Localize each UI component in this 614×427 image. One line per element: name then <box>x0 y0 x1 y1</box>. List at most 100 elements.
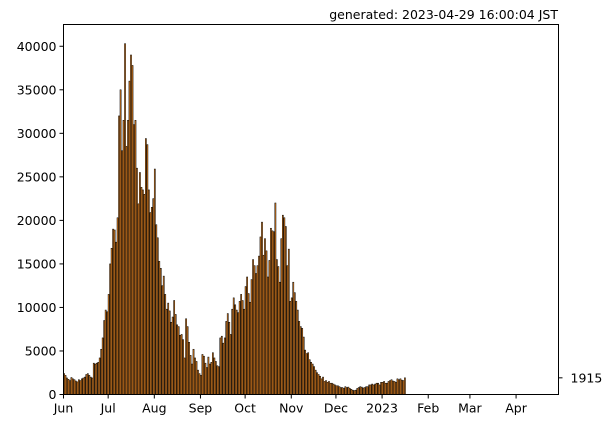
bar <box>174 314 177 395</box>
bar <box>159 268 162 395</box>
bar <box>340 387 342 395</box>
bar <box>396 378 399 395</box>
bar <box>323 381 326 395</box>
x-tick-label: Nov <box>279 401 304 416</box>
bar <box>301 328 304 395</box>
y-tick-label: 15000 <box>17 256 57 271</box>
bar <box>313 366 315 395</box>
bar <box>139 172 141 395</box>
bar <box>328 381 330 395</box>
bar <box>380 382 382 395</box>
bar <box>134 120 137 395</box>
x-tick-label: Sep <box>189 401 213 416</box>
bar <box>404 377 406 395</box>
bar <box>206 367 208 395</box>
bar <box>136 167 138 395</box>
bar <box>293 292 296 395</box>
bar <box>363 387 366 395</box>
bar <box>69 380 71 395</box>
bar <box>210 362 213 395</box>
bar <box>192 348 195 395</box>
bar <box>398 379 400 395</box>
bar <box>383 381 385 395</box>
bar <box>145 138 147 395</box>
bar <box>100 348 103 395</box>
bar <box>103 320 106 395</box>
bar <box>167 302 170 395</box>
x-tick-label: 2023 <box>366 401 398 416</box>
bar <box>67 379 70 395</box>
bar <box>158 261 161 395</box>
bar <box>273 231 275 395</box>
x-tick-label: Dec <box>324 401 348 416</box>
bar <box>204 362 207 395</box>
x-tick-label: Jul <box>100 401 116 416</box>
bar <box>378 384 381 395</box>
bar <box>228 321 231 395</box>
bar <box>194 357 196 395</box>
bar <box>197 369 199 395</box>
bar <box>296 309 299 395</box>
bar <box>127 120 129 395</box>
bar <box>79 380 82 395</box>
bar <box>128 80 131 395</box>
generated-timestamp: generated: 2023-04-29 16:00:04 JST <box>329 7 558 22</box>
bar <box>186 326 189 395</box>
bar <box>110 247 113 395</box>
bar <box>334 384 336 395</box>
bar <box>283 217 286 395</box>
bar <box>282 214 284 395</box>
bar <box>384 382 387 395</box>
bar <box>92 362 95 395</box>
bar <box>133 124 135 395</box>
bar <box>357 387 360 395</box>
bar <box>98 357 101 395</box>
y-tick-label: 20000 <box>17 213 57 228</box>
bar <box>101 337 104 395</box>
bar <box>89 376 92 395</box>
bar <box>371 383 374 395</box>
bar <box>392 380 394 395</box>
bar <box>156 237 159 395</box>
y-tick-label: 0 <box>49 387 57 402</box>
bar <box>268 260 271 395</box>
bar <box>365 386 368 395</box>
bar <box>73 379 76 395</box>
bar <box>368 384 371 395</box>
bar <box>188 342 190 395</box>
bar <box>375 382 378 395</box>
bar <box>173 300 176 395</box>
y-tick-label: 35000 <box>17 82 57 97</box>
bar <box>348 388 351 395</box>
bar <box>106 311 109 395</box>
x-tick-label: Aug <box>142 401 166 416</box>
bar <box>234 304 237 395</box>
bar <box>152 198 155 395</box>
bar <box>168 310 171 395</box>
bar <box>343 388 345 395</box>
bar <box>289 301 292 395</box>
bar <box>354 389 357 395</box>
bar <box>250 279 253 395</box>
bar <box>262 254 265 395</box>
x-tick-label: Feb <box>417 401 439 416</box>
bar <box>225 321 228 395</box>
bar <box>64 375 67 395</box>
bar <box>310 362 312 395</box>
bar <box>335 385 338 395</box>
bar <box>252 259 254 395</box>
bar <box>82 377 85 395</box>
bar <box>116 217 119 395</box>
bar <box>369 384 372 395</box>
bar <box>249 301 251 395</box>
bar <box>121 150 123 395</box>
bar <box>402 380 405 395</box>
bar <box>91 377 94 395</box>
bar <box>259 236 262 395</box>
bar <box>142 189 144 395</box>
x-tick-label: Apr <box>505 401 527 416</box>
bar <box>216 365 219 395</box>
bar <box>320 378 323 395</box>
bar <box>353 390 356 395</box>
